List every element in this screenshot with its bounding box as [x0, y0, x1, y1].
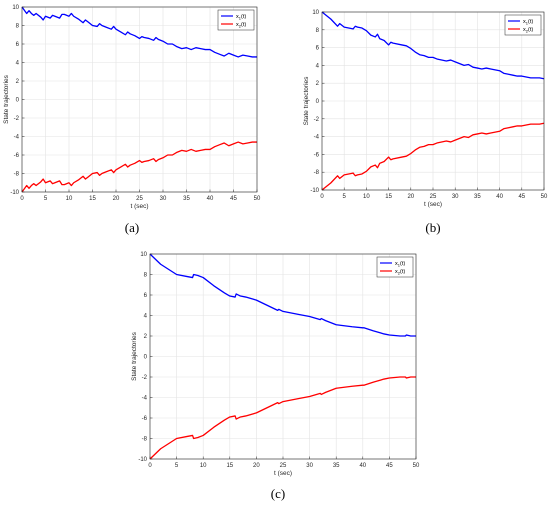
- x-tick-label: 0: [148, 463, 152, 469]
- legend-label-1: x1(t): [523, 19, 533, 26]
- y-tick-label: 8: [316, 28, 320, 34]
- legend-label-2: x2(t): [236, 22, 246, 29]
- y-tick-label: -6: [14, 153, 20, 159]
- legend: x1(t)x2(t): [504, 14, 542, 36]
- x-tick-label: 5: [175, 463, 179, 469]
- x-tick-label: 10: [363, 194, 370, 200]
- x-tick-label: 40: [359, 463, 366, 469]
- y-tick-label: -6: [314, 152, 320, 158]
- caption-c: (c): [270, 486, 286, 501]
- y-tick-label: -2: [14, 116, 20, 122]
- y-tick-label: -10: [138, 457, 147, 463]
- x-tick-label: 5: [343, 194, 347, 200]
- legend-box: [376, 256, 414, 278]
- y-tick-label: 8: [144, 273, 148, 279]
- series-line-2: [21, 141, 257, 193]
- caption-a: (a): [124, 220, 140, 235]
- x-tick-label: 20: [113, 196, 120, 202]
- chart-panel-a: 0 5 10 15 20 25 30 35 40 45 50 -10 -8 -6 -4 -2 0 2 4 6 8 10 t …: [0, 0, 270, 210]
- x-tick-label: 15: [226, 463, 233, 469]
- chart-b-svg: 0 5 10 15 20 25 30 35 40 45 50 -10 -8 -6 -4 -2 0 2 4 6 8 10 t …: [303, 10, 548, 208]
- chart-panel-c: 0 5 10 15 20 25 30 35 40 45 50 -10 -8 -6 -4 -2 0 2 4 6 8 10 t …: [128, 248, 428, 483]
- y-tick-label: -6: [142, 416, 148, 422]
- x-tick-label: 40: [496, 194, 503, 200]
- legend: x1(t)x2(t): [217, 9, 255, 31]
- x-tick-label: 20: [407, 194, 414, 200]
- series-line-1: [321, 11, 545, 80]
- x-tick-label: 50: [413, 463, 420, 469]
- x-tick-label: 0: [20, 196, 24, 202]
- y-tick-label: -4: [14, 135, 20, 141]
- x-tick-label: 10: [200, 463, 207, 469]
- x-axis-label: t (sec): [424, 201, 442, 208]
- y-tick-label: -4: [314, 135, 320, 141]
- y-tick-label: -2: [314, 117, 320, 123]
- y-tick-label: -2: [142, 375, 148, 381]
- y-axis-label: State trajectories: [3, 74, 10, 124]
- x-tick-label: 0: [320, 194, 324, 200]
- y-axis-label: State trajectories: [303, 76, 310, 126]
- x-tick-label: 35: [333, 463, 340, 469]
- x-tick-label: 45: [230, 196, 237, 202]
- y-tick-label: 2: [144, 334, 148, 340]
- y-tick-label: 4: [316, 63, 320, 69]
- y-tick-label: -8: [314, 170, 320, 176]
- legend-box: [217, 9, 255, 31]
- y-tick-label: 0: [144, 355, 148, 361]
- y-tick-label: 2: [316, 81, 320, 87]
- y-tick-label: -4: [142, 396, 148, 402]
- y-tick-label: 4: [16, 61, 20, 67]
- y-tick-label: 4: [144, 314, 148, 320]
- legend-box: [504, 14, 542, 36]
- y-tick-label: -10: [10, 190, 19, 196]
- y-tick-label: 0: [16, 98, 20, 104]
- x-tick-label: 25: [280, 463, 287, 469]
- x-tick-label: 40: [207, 196, 214, 202]
- y-tick-label: 2: [16, 79, 20, 85]
- y-tick-label: 8: [16, 24, 20, 30]
- x-axis-label: t (sec): [274, 470, 292, 477]
- x-tick-label: 30: [452, 194, 459, 200]
- x-tick-label: 50: [541, 194, 548, 200]
- caption-b: (b): [425, 220, 441, 235]
- x-tick-label: 15: [89, 196, 96, 202]
- x-tick-label: 45: [386, 463, 393, 469]
- y-tick-label: 10: [12, 5, 19, 11]
- x-tick-label: 50: [254, 196, 261, 202]
- legend-label-1: x1(t): [236, 14, 246, 21]
- x-tick-label: 10: [66, 196, 73, 202]
- x-tick-label: 30: [306, 463, 313, 469]
- y-tick-label: 10: [312, 10, 319, 16]
- x-tick-label: 5: [44, 196, 48, 202]
- y-axis-label: State trajectories: [131, 331, 138, 381]
- y-tick-label: 10: [140, 252, 147, 258]
- x-tick-label: 25: [136, 196, 143, 202]
- series-line-1: [149, 253, 416, 337]
- y-tick-label: 0: [316, 99, 320, 105]
- y-tick-label: -8: [14, 172, 20, 178]
- y-tick-label: 6: [144, 293, 148, 299]
- x-tick-label: 30: [160, 196, 167, 202]
- chart-c-svg: 0 5 10 15 20 25 30 35 40 45 50 -10 -8 -6 -4 -2 0 2 4 6 8 10 t …: [131, 252, 420, 477]
- legend-label-2: x2(t): [395, 269, 405, 276]
- series-line-2: [321, 122, 545, 191]
- chart-panel-b: 0 5 10 15 20 25 30 35 40 45 50 -10 -8 -6 -4 -2 0 2 4 6 8 10 t …: [300, 0, 550, 210]
- series-line-2: [149, 376, 416, 460]
- y-tick-label: -10: [310, 188, 319, 194]
- legend-label-2: x2(t): [523, 27, 533, 34]
- x-tick-label: 45: [518, 194, 525, 200]
- x-tick-label: 25: [430, 194, 437, 200]
- y-tick-label: 6: [316, 46, 320, 52]
- x-tick-label: 20: [253, 463, 260, 469]
- x-tick-label: 35: [474, 194, 481, 200]
- x-axis-label: t (sec): [130, 203, 148, 210]
- legend: x1(t)x2(t): [376, 256, 414, 278]
- y-tick-label: 6: [16, 42, 20, 48]
- y-tick-label: -8: [142, 437, 148, 443]
- legend-label-1: x1(t): [395, 261, 405, 268]
- x-tick-label: 15: [385, 194, 392, 200]
- series-line-1: [21, 6, 257, 58]
- x-tick-label: 35: [183, 196, 190, 202]
- chart-a-svg: 0 5 10 15 20 25 30 35 40 45 50 -10 -8 -6 -4 -2 0 2 4 6 8 10 t …: [3, 5, 261, 210]
